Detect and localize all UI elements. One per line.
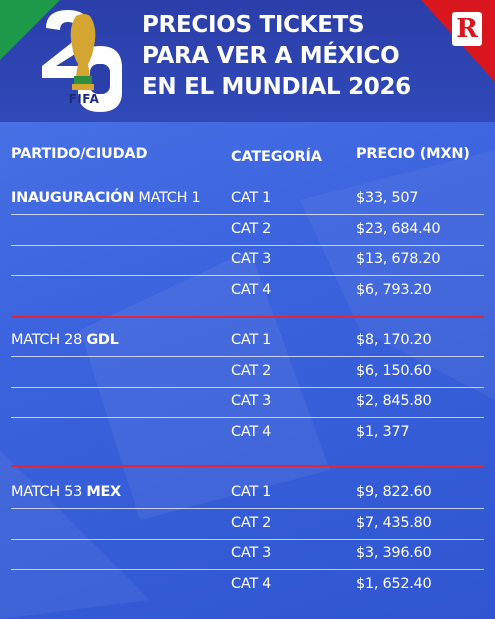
table-row: CAT 3 $2, 845.80 [0, 386, 495, 418]
match-label: INAUGURACIÓN MATCH 1 [11, 190, 201, 206]
row-divider [11, 244, 484, 246]
category-cell: CAT 3 [231, 251, 272, 267]
table-row: CAT 3 $3, 396.60 [0, 538, 495, 570]
table-row: CAT 2 $23, 684.40 [0, 214, 495, 246]
table-row: CAT 4 $1, 652.40 [0, 569, 495, 601]
column-header-price: PRECIO (MXN) [356, 146, 470, 162]
category-cell: CAT 2 [231, 362, 272, 379]
category-cell: CAT 1 [231, 484, 272, 500]
table-row: CAT 4 $1, 377 [0, 417, 495, 449]
row-divider [11, 386, 484, 388]
price-cell: $9, 822.60 [356, 484, 432, 500]
category-cell: CAT 1 [231, 332, 272, 348]
match-label: MATCH 28 GDL [11, 332, 119, 348]
row-divider [11, 275, 484, 276]
record-r-logo-icon: R [452, 12, 482, 46]
row-divider [11, 538, 484, 540]
column-header-match: PARTIDO/CIUDAD [11, 146, 148, 162]
price-cell: $8, 170.20 [356, 332, 432, 348]
column-header-category: CATEGORÍA [231, 149, 322, 165]
price-cell: $13, 678.20 [356, 251, 441, 267]
table-row: CAT 3 $13, 678.20 [0, 244, 495, 276]
category-cell: CAT 2 [231, 514, 272, 531]
match-label-plain: MATCH 53 [11, 484, 87, 500]
group-separator [11, 465, 484, 467]
category-cell: CAT 2 [231, 220, 272, 237]
table-row: INAUGURACIÓN MATCH 1 CAT 1 $33, 507 [0, 183, 495, 215]
table-row: CAT 2 $6, 150.60 [0, 356, 495, 388]
price-cell: $1, 652.40 [356, 575, 432, 592]
match-label-bold: INAUGURACIÓN [11, 190, 135, 206]
category-cell: CAT 4 [231, 575, 272, 592]
fifa-logo-text: FIFA [68, 92, 100, 106]
row-divider [11, 214, 484, 215]
price-cell: $7, 435.80 [356, 514, 432, 531]
header-banner: FIFA PRECIOS TICKETS PARA VER A MÉXICO E… [0, 0, 495, 122]
row-divider [11, 417, 484, 418]
price-cell: $1, 377 [356, 423, 410, 440]
price-cell: $2, 845.80 [356, 393, 432, 409]
row-divider [11, 356, 484, 357]
price-cell: $6, 793.20 [356, 281, 432, 298]
category-cell: CAT 3 [231, 393, 272, 409]
match-label: MATCH 53 MEX [11, 484, 121, 500]
table-row: MATCH 53 MEX CAT 1 $9, 822.60 [0, 477, 495, 509]
match-label-bold: MEX [86, 484, 121, 500]
title-line-3: EN EL MUNDIAL 2026 [142, 74, 411, 100]
price-cell: $33, 507 [356, 190, 419, 206]
table-row: CAT 4 $6, 793.20 [0, 275, 495, 307]
page-title: PRECIOS TICKETS PARA VER A MÉXICO EN EL … [142, 10, 432, 103]
match-label-bold: GDL [86, 332, 119, 348]
row-divider [11, 508, 484, 509]
category-cell: CAT 1 [231, 190, 272, 206]
title-line-2: PARA VER A MÉXICO [142, 43, 400, 69]
world-cup-2026-trophy-icon [38, 6, 130, 114]
price-cell: $6, 150.60 [356, 362, 432, 379]
category-cell: CAT 4 [231, 423, 272, 440]
price-cell: $23, 684.40 [356, 220, 441, 237]
category-cell: CAT 3 [231, 545, 272, 561]
match-label-rest: MATCH 1 [134, 190, 201, 206]
match-label-plain: MATCH 28 [11, 332, 87, 348]
row-divider [11, 569, 484, 570]
title-line-1: PRECIOS TICKETS [142, 12, 365, 38]
table-row: MATCH 28 GDL CAT 1 $8, 170.20 [0, 325, 495, 357]
table-row: CAT 2 $7, 435.80 [0, 508, 495, 540]
green-corner-decoration [0, 0, 60, 60]
price-cell: $3, 396.60 [356, 545, 432, 561]
group-separator [11, 316, 484, 318]
category-cell: CAT 4 [231, 281, 272, 298]
